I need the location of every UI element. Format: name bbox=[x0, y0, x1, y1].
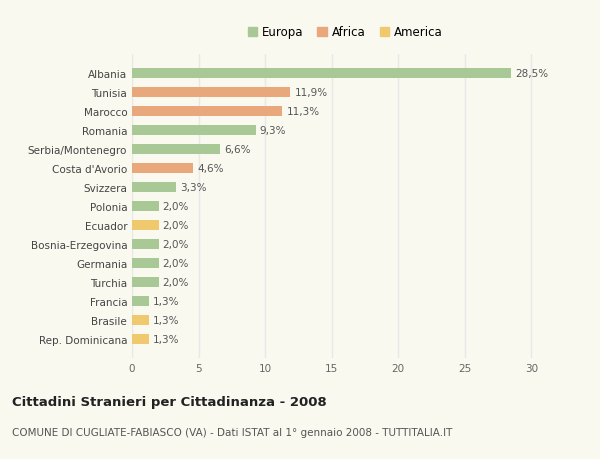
Text: 4,6%: 4,6% bbox=[197, 164, 224, 174]
Text: 6,6%: 6,6% bbox=[224, 145, 250, 155]
Text: 11,9%: 11,9% bbox=[295, 88, 328, 98]
Text: 1,3%: 1,3% bbox=[154, 315, 180, 325]
Bar bbox=[132, 334, 149, 344]
Text: 1,3%: 1,3% bbox=[154, 296, 180, 306]
Text: 2,0%: 2,0% bbox=[163, 277, 189, 287]
Text: 11,3%: 11,3% bbox=[286, 107, 320, 117]
Bar bbox=[132, 239, 158, 250]
Bar bbox=[132, 126, 256, 136]
Text: 28,5%: 28,5% bbox=[515, 69, 548, 79]
Text: 9,3%: 9,3% bbox=[260, 126, 286, 136]
Bar bbox=[132, 69, 511, 79]
Legend: Europa, Africa, America: Europa, Africa, America bbox=[243, 22, 447, 44]
Text: 3,3%: 3,3% bbox=[180, 183, 206, 193]
Text: 2,0%: 2,0% bbox=[163, 202, 189, 212]
Bar bbox=[132, 315, 149, 325]
Bar bbox=[132, 220, 158, 231]
Text: 2,0%: 2,0% bbox=[163, 240, 189, 249]
Bar bbox=[132, 88, 290, 98]
Bar bbox=[132, 258, 158, 269]
Bar bbox=[132, 277, 158, 287]
Text: 2,0%: 2,0% bbox=[163, 258, 189, 269]
Bar bbox=[132, 106, 283, 117]
Bar bbox=[132, 202, 158, 212]
Bar bbox=[132, 296, 149, 307]
Bar bbox=[132, 145, 220, 155]
Bar bbox=[132, 163, 193, 174]
Text: COMUNE DI CUGLIATE-FABIASCO (VA) - Dati ISTAT al 1° gennaio 2008 - TUTTITALIA.IT: COMUNE DI CUGLIATE-FABIASCO (VA) - Dati … bbox=[12, 427, 452, 437]
Bar bbox=[132, 182, 176, 193]
Text: 2,0%: 2,0% bbox=[163, 220, 189, 230]
Text: Cittadini Stranieri per Cittadinanza - 2008: Cittadini Stranieri per Cittadinanza - 2… bbox=[12, 395, 327, 408]
Text: 1,3%: 1,3% bbox=[154, 334, 180, 344]
